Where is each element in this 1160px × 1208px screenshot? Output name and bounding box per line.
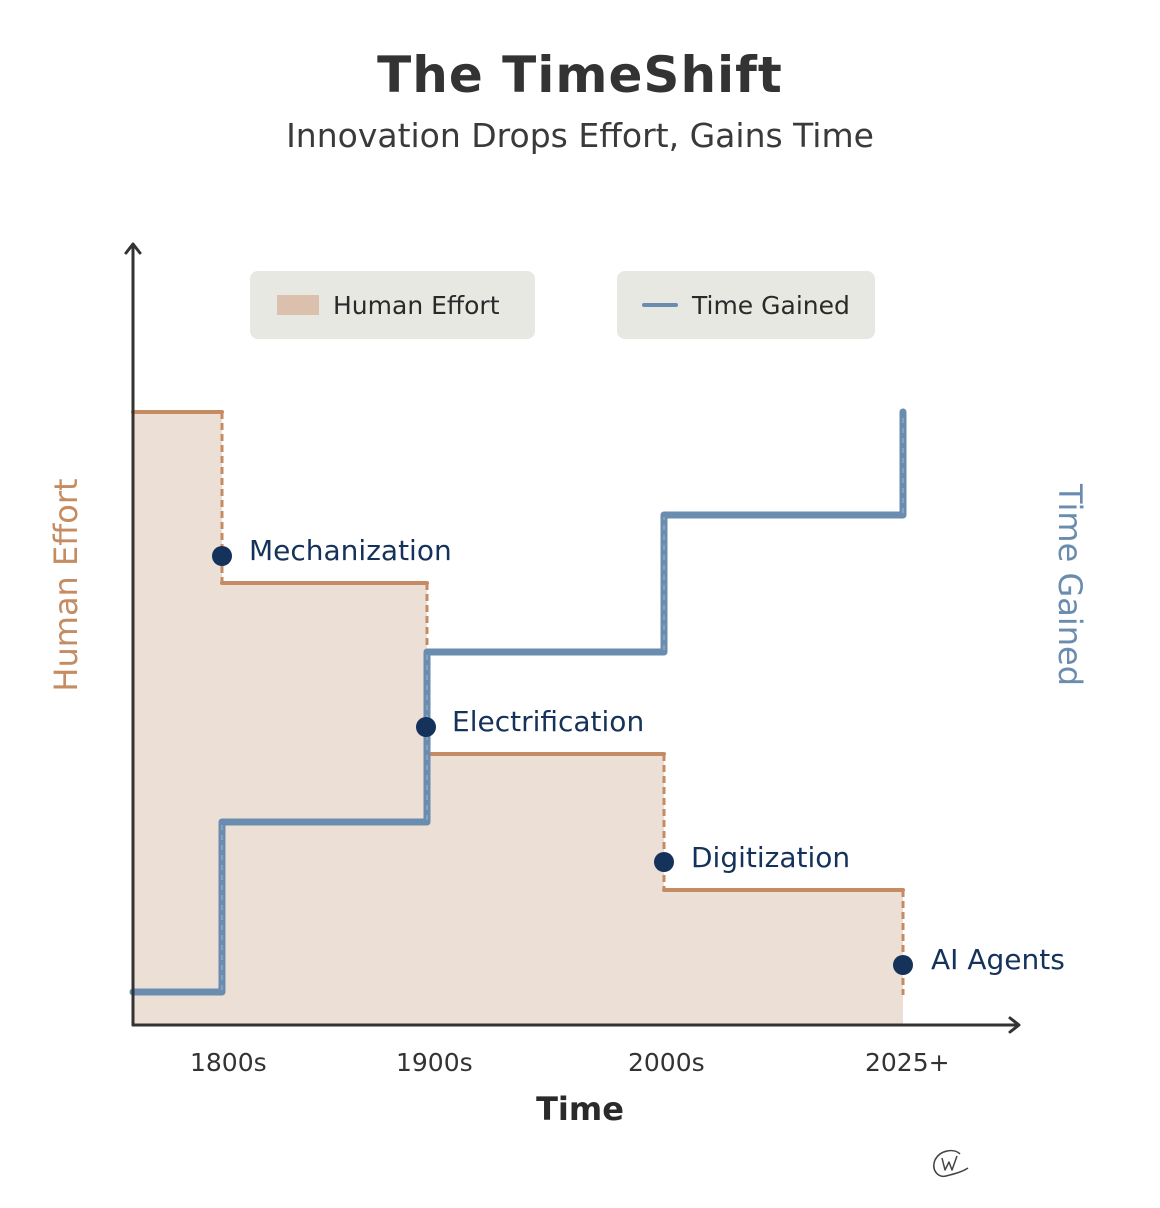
legend-item-human-effort: Human Effort xyxy=(250,271,535,339)
marker-mechanization xyxy=(212,546,232,566)
x-tick-label: 1900s xyxy=(396,1048,473,1077)
human-effort-line xyxy=(131,410,905,892)
human-effort-area xyxy=(133,412,903,1025)
chart-title: The TimeShift xyxy=(377,46,783,104)
axes xyxy=(124,242,1021,1034)
y-axis-arrow-icon xyxy=(124,242,142,255)
legend-label: Human Effort xyxy=(333,290,500,320)
milestone-markers xyxy=(212,546,913,975)
annotation-electrification: Electrification xyxy=(452,705,645,738)
line-swatch-icon xyxy=(642,303,678,307)
legend-item-time-gained: Time Gained xyxy=(617,271,875,339)
marker-digitization xyxy=(654,852,674,872)
x-tick-label: 2025+ xyxy=(865,1048,950,1077)
annotation-ai-agents: AI Agents xyxy=(931,943,1065,976)
y-axis-label-right: Time Gained xyxy=(1051,483,1089,687)
marker-ai-agents xyxy=(893,955,913,975)
annotation-mechanization: Mechanization xyxy=(249,534,452,567)
area-swatch-icon xyxy=(277,295,319,315)
x-axis-label: Time xyxy=(536,1090,624,1128)
x-tick-label: 2000s xyxy=(628,1048,705,1077)
chart-subtitle: Innovation Drops Effort, Gains Time xyxy=(286,116,874,155)
marker-electrification xyxy=(416,717,436,737)
annotation-digitization: Digitization xyxy=(691,841,851,874)
legend-label: Time Gained xyxy=(692,290,850,320)
time-gained-rises xyxy=(221,414,904,990)
signature-icon xyxy=(933,1149,969,1178)
x-tick-label: 1800s xyxy=(190,1048,267,1077)
x-axis-arrow-icon xyxy=(1008,1016,1021,1034)
y-axis-label-left: Human Effort xyxy=(47,478,85,692)
